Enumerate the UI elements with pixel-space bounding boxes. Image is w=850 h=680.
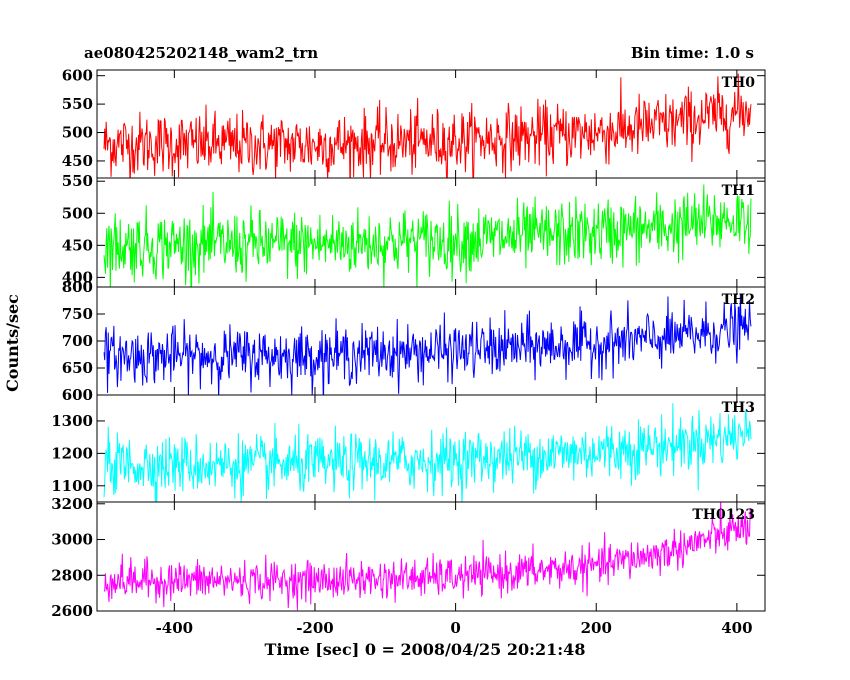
chart-title: ae080425202148_wam2_trn — [84, 44, 319, 62]
panel-label-th3: TH3 — [722, 400, 755, 416]
bin-time-label: Bin time: 1.0 s — [630, 44, 754, 62]
y-tick-label: 1100 — [51, 477, 93, 495]
series-line-th2 — [103, 293, 752, 395]
panel-frame — [96, 501, 766, 612]
x-tick-label: 400 — [721, 619, 752, 637]
panel-label-th0123: TH0123 — [692, 507, 755, 523]
y-tick-label: 800 — [62, 278, 93, 296]
y-tick-label: 650 — [62, 359, 93, 377]
x-axis-label: Time [sec] 0 = 2008/04/25 20:21:48 — [265, 640, 586, 659]
y-tick-label: 450 — [62, 236, 93, 254]
series-line-th0123 — [103, 502, 752, 611]
y-tick-label: 550 — [62, 95, 93, 113]
x-tick-label: -400 — [156, 619, 194, 637]
y-tick-label: 600 — [62, 67, 93, 85]
panel-label-th2: TH2 — [722, 292, 755, 308]
y-tick-label: 1200 — [51, 444, 93, 462]
y-tick-label: 400 — [62, 268, 93, 286]
y-tick-label: 500 — [62, 124, 93, 142]
y-tick-label: 500 — [62, 204, 93, 222]
y-tick-label: 450 — [62, 152, 93, 170]
panel-label-th0: TH0 — [722, 75, 756, 91]
series-line-th1 — [103, 184, 752, 287]
x-tick-label: 0 — [450, 619, 460, 637]
y-tick-label: 600 — [62, 386, 93, 404]
series-line-th0 — [103, 73, 752, 178]
y-tick-label: 1300 — [51, 412, 93, 430]
series-line-th3 — [103, 403, 752, 502]
y-tick-label: 3200 — [51, 495, 93, 513]
x-tick-label: 200 — [581, 619, 612, 637]
panel-label-th1: TH1 — [722, 183, 755, 199]
y-tick-label: 3000 — [51, 531, 93, 549]
y-axis-label: Counts/sec — [3, 294, 22, 392]
y-tick-label: 2600 — [51, 602, 93, 620]
x-tick-label: -200 — [296, 619, 334, 637]
y-tick-label: 750 — [62, 305, 93, 323]
y-tick-label: 2800 — [51, 566, 93, 584]
y-tick-label: 550 — [62, 172, 93, 190]
y-tick-label: 700 — [62, 332, 93, 350]
